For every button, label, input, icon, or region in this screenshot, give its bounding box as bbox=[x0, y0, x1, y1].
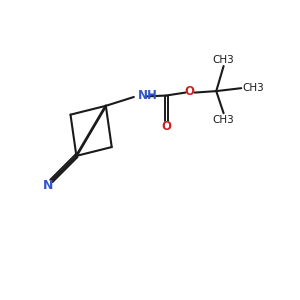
Text: CH3: CH3 bbox=[243, 83, 265, 93]
Text: NH: NH bbox=[138, 89, 158, 102]
Text: O: O bbox=[161, 120, 171, 133]
Text: O: O bbox=[185, 85, 195, 98]
Text: N: N bbox=[43, 179, 53, 192]
Text: CH3: CH3 bbox=[213, 115, 235, 125]
Text: CH3: CH3 bbox=[213, 55, 235, 64]
